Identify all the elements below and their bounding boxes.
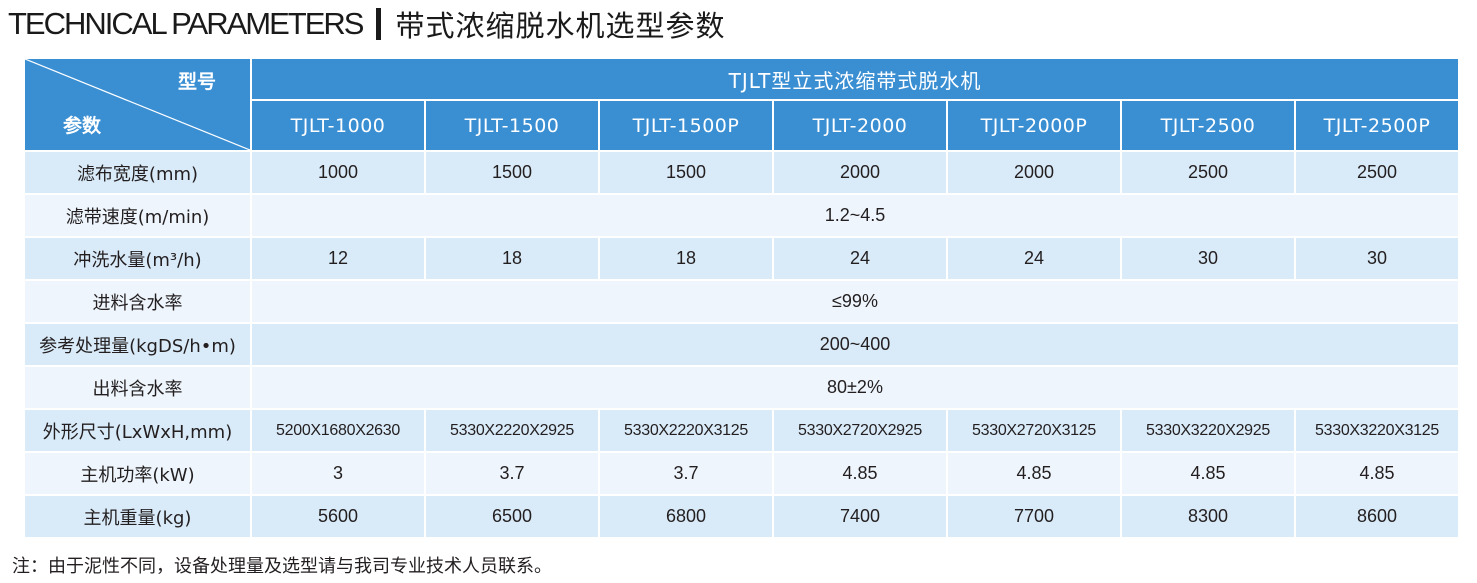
parameters-table: 型号 参数 TJLT型立式浓缩带式脱水机 TJLT-1000 TJLT-1500 T…: [23, 57, 1460, 539]
value-cell: 3.7: [598, 451, 774, 496]
value-cell: 30: [1120, 236, 1296, 281]
value-cell: 6500: [424, 494, 600, 539]
value-cell: 8300: [1120, 494, 1296, 539]
table-row: 外形尺寸(LxWxH,mm) 5200X1680X2630 5330X2220X29…: [23, 408, 1460, 453]
value-cell: 2500: [1294, 150, 1460, 195]
model-header-cell: TJLT-2000: [772, 99, 948, 152]
value-cell: 7400: [772, 494, 948, 539]
row-label: 主机重量(kg): [23, 494, 252, 539]
model-header-cell: TJLT-1000: [250, 99, 426, 152]
row-label: 滤带速度(m/min): [23, 193, 252, 238]
heading-chinese: 带式浓缩脱水机选型参数: [395, 9, 726, 43]
value-cell: 5200X1680X2630: [250, 408, 426, 453]
row-label: 进料含水率: [23, 279, 252, 324]
series-title: TJLT型立式浓缩带式脱水机: [250, 57, 1460, 101]
value-cell: 2500: [1120, 150, 1296, 195]
merged-value-cell: 80±2%: [250, 365, 1460, 410]
header-corner-cell: 型号 参数: [23, 57, 252, 152]
table-row: 主机功率(kW) 3 3.7 3.7 4.85 4.85 4.85 4.85: [23, 451, 1460, 496]
value-cell: 6800: [598, 494, 774, 539]
page-heading: TECHNICAL PARAMETERS 带式浓缩脱水机选型参数: [8, 2, 725, 46]
value-cell: 2000: [772, 150, 948, 195]
merged-value-cell: 200~400: [250, 322, 1460, 367]
value-cell: 1500: [424, 150, 600, 195]
heading-divider: [376, 8, 382, 40]
heading-english: TECHNICAL PARAMETERS: [8, 6, 364, 41]
value-cell: 24: [946, 236, 1122, 281]
model-header-cell: TJLT-1500: [424, 99, 600, 152]
value-cell: 5330X2220X2925: [424, 408, 600, 453]
row-label: 主机功率(kW): [23, 451, 252, 496]
value-cell: 30: [1294, 236, 1460, 281]
value-cell: 4.85: [772, 451, 948, 496]
corner-label-parameter: 参数: [63, 115, 102, 137]
value-cell: 5330X2720X2925: [772, 408, 948, 453]
merged-value-cell: ≤99%: [250, 279, 1460, 324]
row-label: 参考处理量(kgDS/h•m): [23, 322, 252, 367]
value-cell: 1500: [598, 150, 774, 195]
row-label: 出料含水率: [23, 365, 252, 410]
model-header-row: TJLT-1000 TJLT-1500 TJLT-1500P TJLT-2000 TJL…: [24, 99, 1460, 152]
table-row: 出料含水率 80±2%: [23, 365, 1460, 410]
value-cell: 3.7: [424, 451, 600, 496]
value-cell: 5600: [250, 494, 426, 539]
value-cell: 18: [424, 236, 600, 281]
value-cell: 24: [772, 236, 948, 281]
table-row: 主机重量(kg) 5600 6500 6800 7400 7700 8300 8600: [23, 494, 1460, 539]
value-cell: 12: [250, 236, 426, 281]
value-cell: 2000: [946, 150, 1122, 195]
footnote: 注：由于泥性不同，设备处理量及选型请与我司专业技术人员联系。: [12, 556, 552, 577]
value-cell: 7700: [946, 494, 1122, 539]
row-label: 外形尺寸(LxWxH,mm): [23, 408, 252, 453]
corner-label-model: 型号: [177, 71, 216, 93]
parameter-rows: 滤布宽度(mm) 1000 1500 1500 2000 2000 2500 2500 滤带速度…: [23, 150, 1460, 539]
value-cell: 4.85: [1294, 451, 1460, 496]
value-cell: 5330X2720X3125: [946, 408, 1122, 453]
value-cell: 18: [598, 236, 774, 281]
value-cell: 4.85: [1120, 451, 1296, 496]
value-cell: 5330X3220X3125: [1294, 408, 1460, 453]
model-header-cell: TJLT-2500P: [1294, 99, 1460, 152]
model-header-cell: TJLT-2000P: [946, 99, 1122, 152]
merged-value-cell: 1.2~4.5: [250, 193, 1460, 238]
row-label: 冲洗水量(m³/h): [23, 236, 252, 281]
table-row: 参考处理量(kgDS/h•m) 200~400: [23, 322, 1460, 367]
value-cell: 5330X3220X2925: [1120, 408, 1296, 453]
value-cell: 4.85: [946, 451, 1122, 496]
model-header-cell: TJLT-2500: [1120, 99, 1296, 152]
model-header-cell: TJLT-1500P: [598, 99, 774, 152]
table-row: 滤带速度(m/min) 1.2~4.5: [23, 193, 1460, 238]
value-cell: 5330X2220X3125: [598, 408, 774, 453]
table-row: 冲洗水量(m³/h) 12 18 18 24 24 30 30: [23, 236, 1460, 281]
table-row: 进料含水率 ≤99%: [23, 279, 1460, 324]
value-cell: 1000: [250, 150, 426, 195]
row-label: 滤布宽度(mm): [23, 150, 252, 195]
diagonal-divider: [26, 60, 249, 149]
value-cell: 8600: [1294, 494, 1460, 539]
value-cell: 3: [250, 451, 426, 496]
table-row: 滤布宽度(mm) 1000 1500 1500 2000 2000 2500 2500: [23, 150, 1460, 195]
